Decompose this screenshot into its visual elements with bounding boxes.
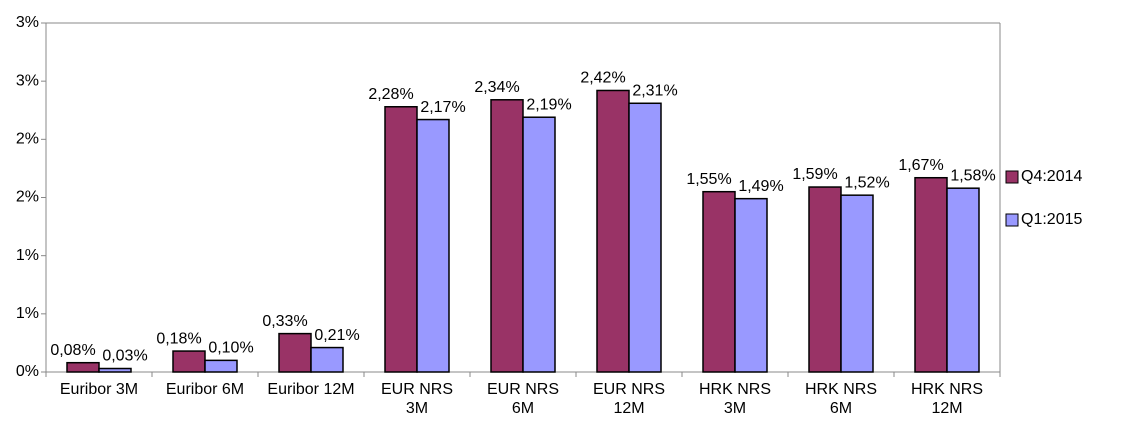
- data-label: 1,55%: [686, 171, 731, 188]
- bar: [596, 89, 630, 373]
- y-tick-label: 1%: [16, 305, 39, 322]
- data-label: 0,18%: [156, 330, 201, 347]
- data-label: 2,42%: [580, 70, 625, 87]
- bar: [628, 102, 662, 373]
- bar: [310, 346, 344, 373]
- bar: [490, 99, 524, 373]
- y-tick-label: 2%: [16, 131, 39, 148]
- x-tick-label: EUR NRS 3M: [380, 381, 453, 417]
- x-tick-label: Euribor 3M: [59, 381, 139, 398]
- data-label: 0,33%: [262, 313, 307, 330]
- data-label: 2,28%: [368, 86, 413, 103]
- data-label: 2,31%: [632, 82, 677, 99]
- x-tick-label: EUR NRS 6M: [486, 381, 559, 417]
- y-tick-label: 3%: [16, 72, 39, 89]
- bar: [946, 187, 980, 373]
- data-label: 0,10%: [208, 340, 253, 357]
- bar: [416, 118, 450, 373]
- bar: [702, 190, 736, 373]
- legend-label: Q1:2015: [1021, 211, 1082, 228]
- data-label: 2,17%: [420, 99, 465, 116]
- x-tick-label: Euribor 12M: [267, 381, 355, 398]
- data-label: 0,21%: [314, 327, 359, 344]
- y-tick-label: 3%: [16, 14, 39, 31]
- bar: [840, 194, 874, 373]
- data-label: 2,19%: [526, 96, 571, 113]
- bar: [204, 359, 238, 373]
- data-label: 1,52%: [844, 174, 889, 191]
- bar: [522, 116, 556, 373]
- data-label: 1,67%: [898, 157, 943, 174]
- bar: [808, 186, 842, 373]
- data-label: 0,03%: [102, 348, 147, 365]
- data-label: 1,59%: [792, 166, 837, 183]
- bar: [172, 350, 206, 373]
- data-label: 2,34%: [474, 79, 519, 96]
- bar: [384, 106, 418, 373]
- x-tick-label: HRK NRS 12M: [910, 381, 983, 417]
- legend-label: Q4:2014: [1021, 168, 1082, 185]
- data-label: 1,58%: [950, 167, 995, 184]
- x-tick-label: HRK NRS 3M: [698, 381, 771, 417]
- legend-swatch: [1005, 213, 1019, 227]
- x-tick-label: Euribor 6M: [165, 381, 245, 398]
- y-tick-label: 2%: [16, 189, 39, 206]
- bar: [914, 176, 948, 373]
- bar: [734, 197, 768, 373]
- x-tick-label: HRK NRS 6M: [804, 381, 877, 417]
- x-tick-label: EUR NRS 12M: [592, 381, 665, 417]
- y-tick-label: 1%: [16, 247, 39, 264]
- bar: [98, 367, 132, 373]
- data-label: 0,08%: [50, 342, 95, 359]
- bar: [66, 361, 100, 373]
- legend-swatch: [1005, 170, 1019, 184]
- data-label: 1,49%: [738, 178, 783, 195]
- y-tick-label: 0%: [16, 363, 39, 380]
- bar: [278, 332, 312, 373]
